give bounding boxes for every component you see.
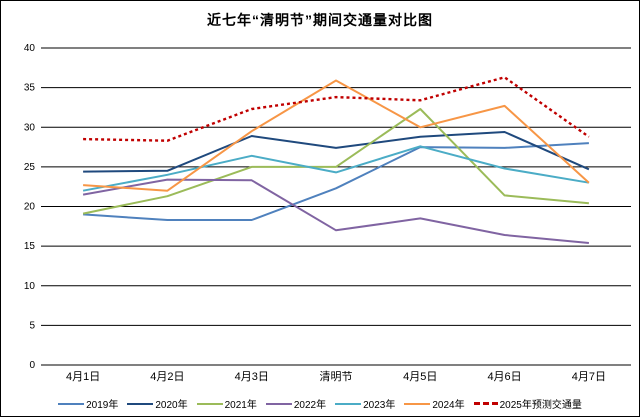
x-tick-label: 4月2日 <box>150 371 184 383</box>
x-tick-label: 清明节 <box>320 370 353 383</box>
chart-legend: 2019年 2020年 2021年 2022年 2023年 2024年 2025年预测交通量 <box>1 396 639 411</box>
legend-label: 2019年 <box>86 400 119 411</box>
series-line-2019年 <box>83 142 589 221</box>
x-tick-label: 4月1日 <box>66 371 100 383</box>
legend-swatch <box>404 402 431 405</box>
y-tick-label: 25 <box>24 162 36 173</box>
series-line-2021年 <box>82 108 589 215</box>
legend-swatch <box>127 402 154 405</box>
series-line-2020年 <box>83 131 590 173</box>
legend-item-2019年: 2019年 <box>58 396 118 411</box>
legend-label: 2023年 <box>363 400 396 411</box>
y-tick-label: 40 <box>24 43 36 54</box>
legend-swatch <box>58 402 85 405</box>
series-line-2025年预测交通量 <box>83 76 590 142</box>
y-tick-label: 0 <box>29 360 35 371</box>
y-tick-label: 35 <box>24 83 36 94</box>
legend-item-2023年: 2023年 <box>335 396 395 411</box>
legend-label: 2024年 <box>432 400 465 411</box>
legend-label: 2020年 <box>155 400 188 411</box>
legend-swatch <box>473 402 498 405</box>
y-tick-label: 15 <box>24 241 36 252</box>
x-tick-label: 4月5日 <box>403 371 437 383</box>
x-tick-label: 4月3日 <box>235 371 269 383</box>
legend-item-2020年: 2020年 <box>127 396 188 411</box>
x-tick-label: 4月7日 <box>572 371 606 383</box>
series-line-2022年 <box>82 178 589 244</box>
legend-item-2021年: 2021年 <box>196 396 257 411</box>
x-tick-label: 4月6日 <box>487 371 521 383</box>
legend-item-2022年: 2022年 <box>265 396 327 411</box>
y-tick-label: 30 <box>24 122 36 133</box>
y-tick-label: 20 <box>24 202 36 213</box>
chart-title: 近七年“清明节”期间交通量对比图 <box>207 12 433 28</box>
series-line-2023年 <box>82 145 590 192</box>
series-line-2024年 <box>83 79 590 192</box>
legend-label: 2022年 <box>293 400 327 411</box>
y-tick-label: 10 <box>24 281 36 292</box>
legend-item-2024年: 2024年 <box>404 396 465 411</box>
legend-label: 2021年 <box>224 400 257 411</box>
legend-label: 2025年预测交通量 <box>499 400 582 411</box>
legend-swatch <box>265 402 292 405</box>
y-tick-label: 5 <box>29 320 35 331</box>
legend-item-2025年预测交通量: 2025年预测交通量 <box>473 396 582 411</box>
legend-swatch <box>196 402 223 405</box>
legend-swatch <box>335 402 362 405</box>
